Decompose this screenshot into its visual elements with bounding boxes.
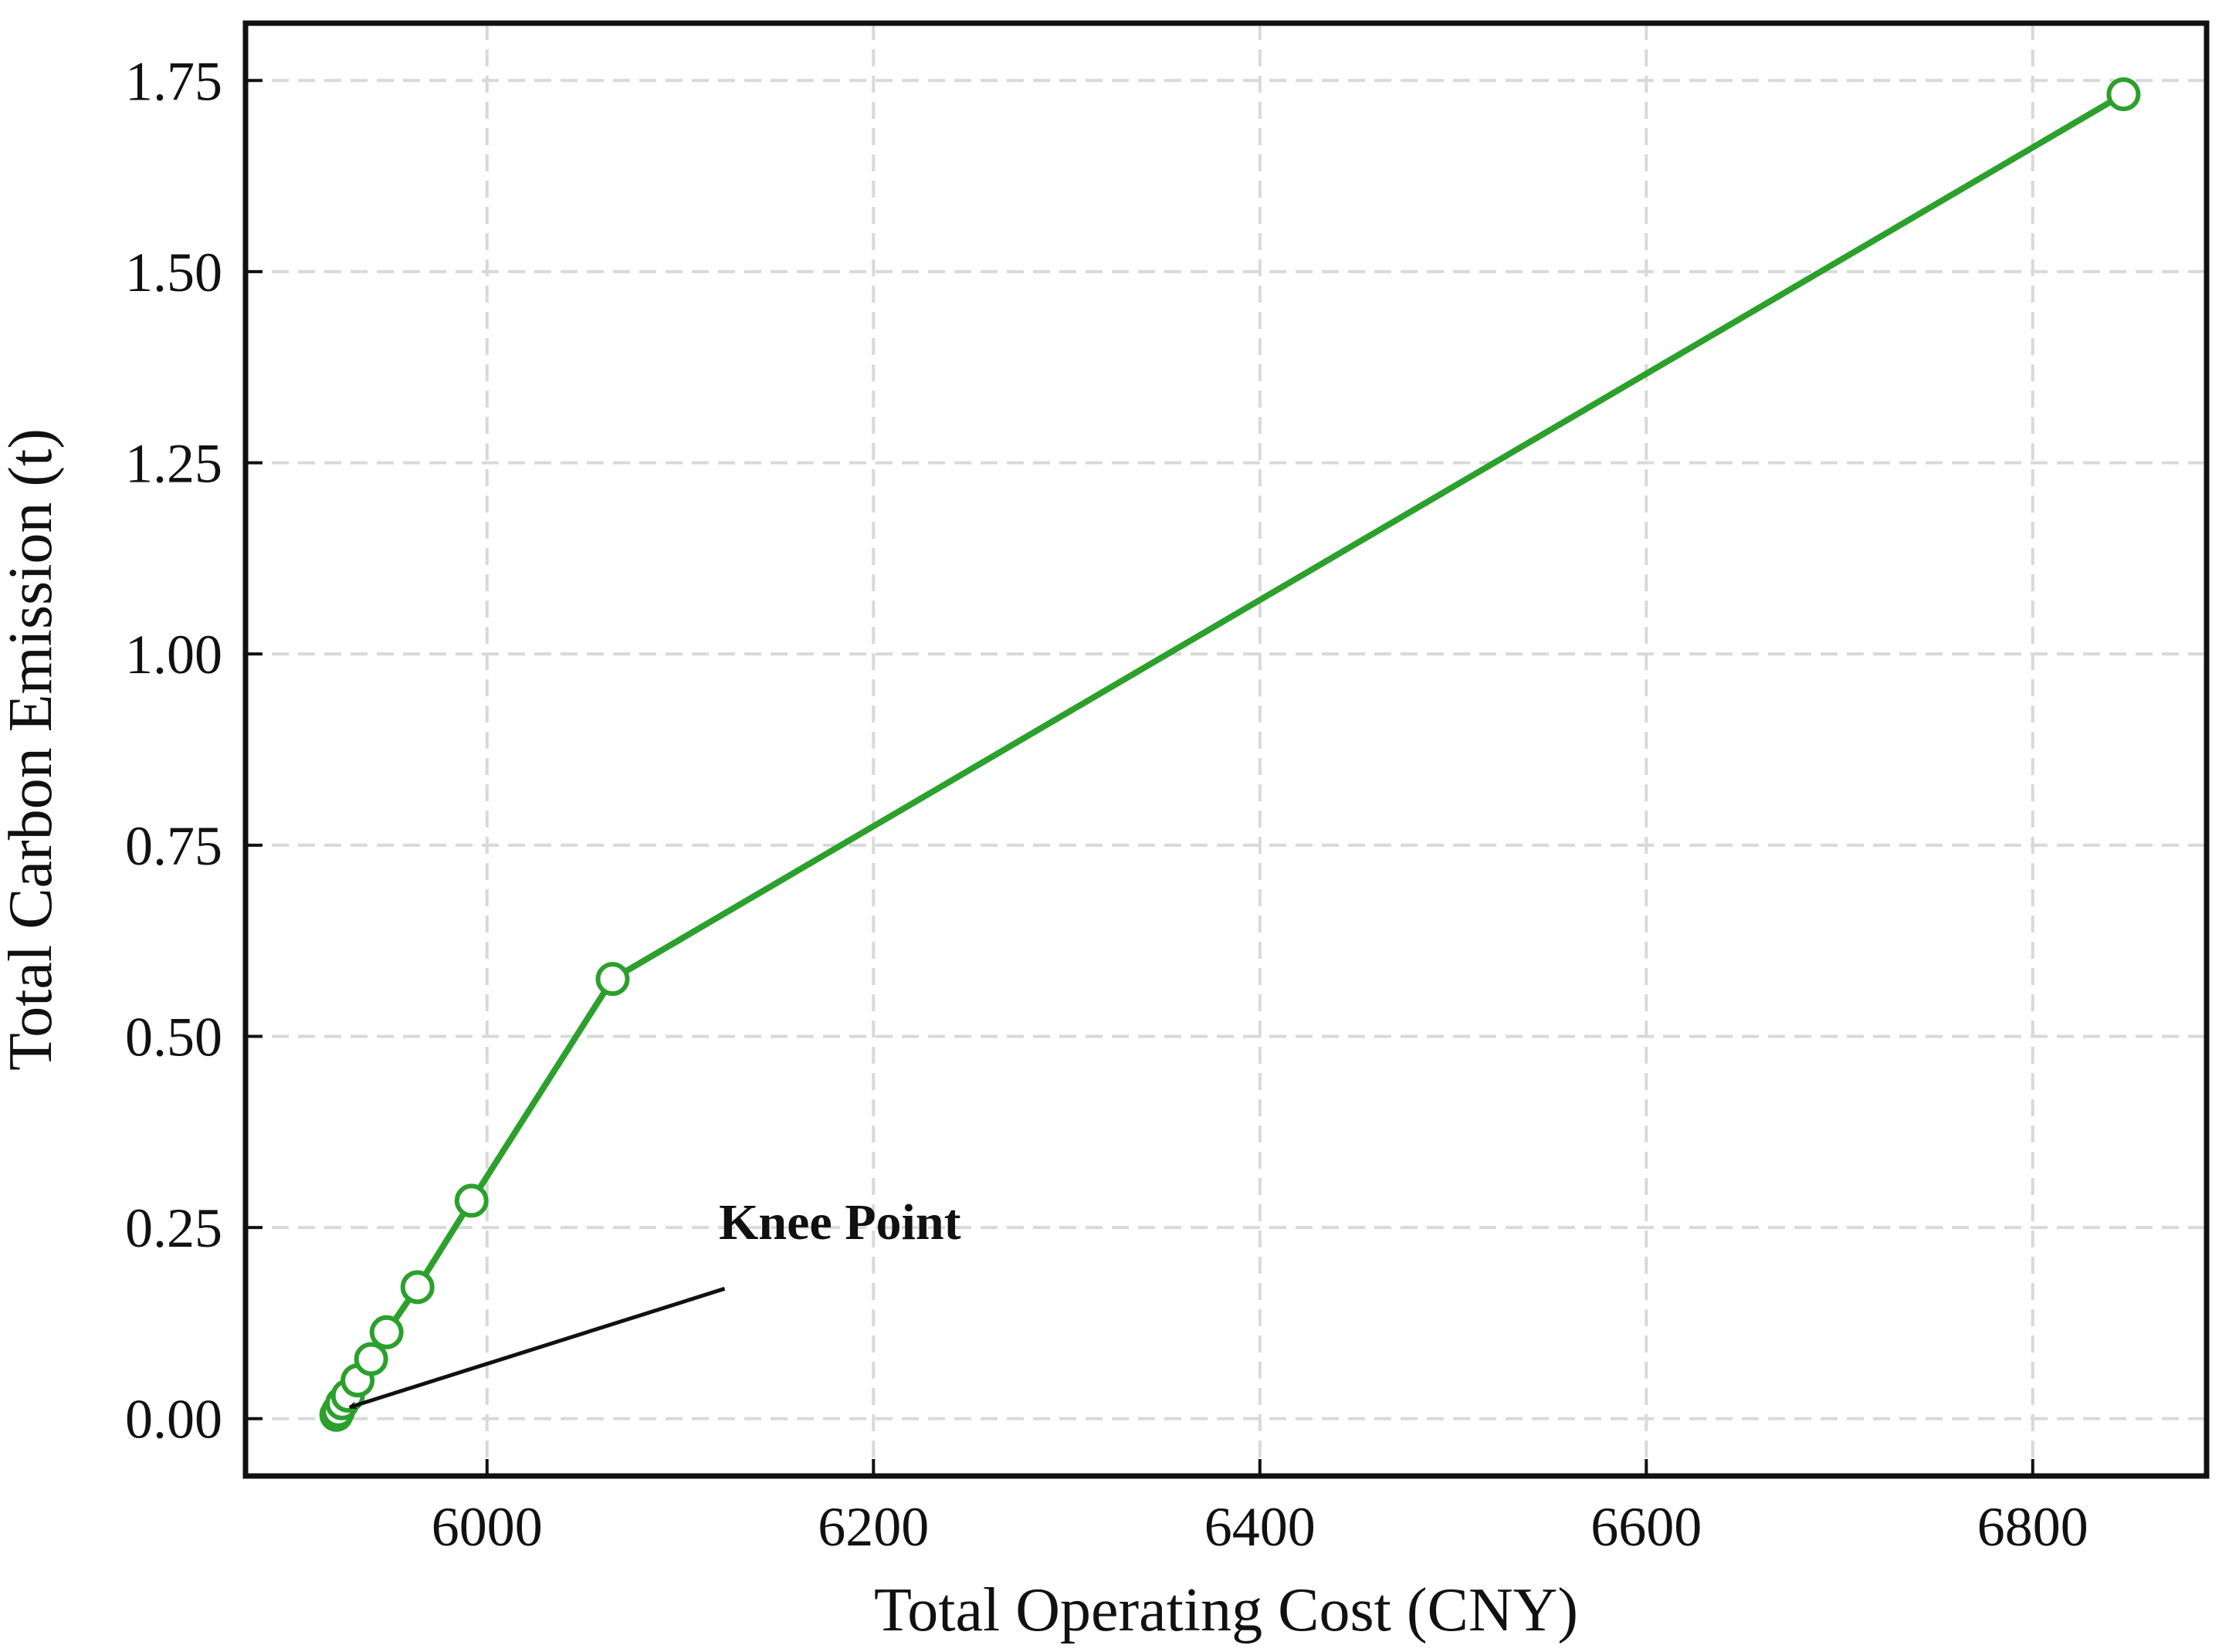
- y-tick-label: 1.75: [125, 50, 222, 112]
- x-tick-label: 6800: [1977, 1496, 2088, 1558]
- data-point: [454, 1183, 489, 1218]
- y-tick-label: 1.00: [125, 624, 222, 686]
- ticks: 6000 6200 6400 6600 6800 0.00 0.25 0.50 0.75 1.00…: [125, 50, 2088, 1558]
- data-point: [369, 1315, 404, 1349]
- data-point: [354, 1342, 388, 1376]
- x-tick-label: 6200: [818, 1496, 929, 1558]
- y-axis-label: Total Carbon Emission (t): [0, 428, 65, 1071]
- y-tick-label: 0.00: [125, 1389, 222, 1451]
- y-tick-label: 1.50: [125, 242, 222, 303]
- grid: [246, 23, 2207, 1476]
- y-tick-label: 0.50: [125, 1006, 222, 1068]
- data-point: [400, 1270, 435, 1305]
- y-tick-label: 0.25: [125, 1197, 222, 1259]
- y-tick-label: 0.75: [125, 815, 222, 877]
- plot-frame: [242, 20, 2210, 1479]
- series-line: [334, 91, 2126, 1417]
- x-tick-label: 6400: [1204, 1496, 1316, 1558]
- x-tick-label: 6000: [432, 1496, 543, 1558]
- x-tick-label: 6600: [1590, 1496, 1702, 1558]
- annotation-label: Knee Point: [719, 1194, 960, 1251]
- x-axis-label: Total Operating Cost (CNY): [874, 1576, 1578, 1644]
- annotation-arrow: [350, 1286, 726, 1407]
- data-point: [595, 962, 630, 997]
- annotation-layer: Knee Point: [350, 1194, 961, 1407]
- y-tick-label: 1.25: [125, 433, 222, 495]
- data-point: [2106, 77, 2141, 112]
